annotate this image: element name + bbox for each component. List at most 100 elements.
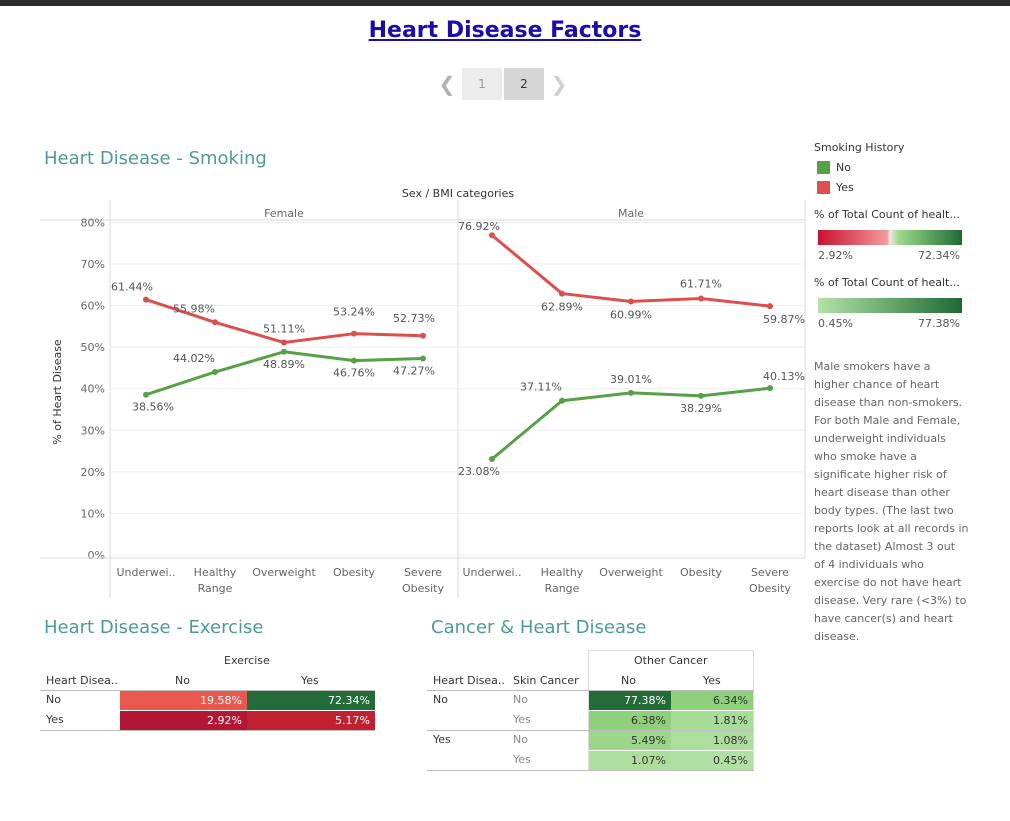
gradient1-max: 72.34% xyxy=(918,249,960,262)
legend-no-swatch[interactable] xyxy=(817,161,830,174)
cancer-cell[interactable]: 6.34% xyxy=(671,691,753,710)
gradient2-bar xyxy=(818,298,962,313)
exercise-header-divider xyxy=(40,690,375,691)
y-tick-label: 20% xyxy=(81,466,105,479)
legend-yes-swatch[interactable] xyxy=(817,181,830,194)
gradient2-max: 77.38% xyxy=(918,317,960,330)
series-line-no-female xyxy=(145,350,424,397)
y-tick-label: 80% xyxy=(81,216,105,229)
cancer-cell[interactable]: 0.45% xyxy=(671,751,753,770)
data-point xyxy=(351,330,357,337)
data-label: 51.11% xyxy=(263,323,305,336)
chevron-right-icon[interactable]: ❯ xyxy=(550,72,568,96)
exercise-group-header: Exercise xyxy=(224,654,270,667)
data-label: 38.29% xyxy=(680,402,722,415)
data-label: 38.56% xyxy=(132,401,174,414)
cancer-header-divider xyxy=(427,690,754,691)
data-label: 23.08% xyxy=(458,465,500,478)
cancer-skin-header: Skin Cancer xyxy=(513,674,579,687)
exercise-row-yes-label: Yes xyxy=(46,713,64,726)
cancer-cell[interactable]: 77.38% xyxy=(589,691,671,710)
data-label: 39.01% xyxy=(610,373,652,386)
top-bar xyxy=(0,0,1010,6)
data-label: 48.89% xyxy=(263,358,305,371)
data-point xyxy=(281,339,287,346)
x-tick-label: Obesity xyxy=(680,566,723,579)
cancer-cell[interactable]: 5.49% xyxy=(589,731,671,750)
cancer-skin-label: Yes xyxy=(513,713,531,726)
cancer-col-yes: Yes xyxy=(703,674,721,687)
exercise-cell[interactable]: 5.17% xyxy=(247,711,375,730)
page-title[interactable]: Heart Disease Factors xyxy=(368,18,642,43)
exercise-row-header: Heart Disea.. xyxy=(46,674,118,687)
data-point xyxy=(143,296,149,303)
data-label: 47.27% xyxy=(393,364,435,377)
cancer-title: Cancer & Heart Disease xyxy=(431,617,647,638)
exercise-cell[interactable]: 19.58% xyxy=(120,691,247,710)
data-point xyxy=(281,348,287,355)
panel-female-header: Female xyxy=(264,207,304,220)
x-tick-label: Underwei.. xyxy=(116,566,175,579)
data-point xyxy=(212,369,218,376)
legend-no-label[interactable]: No xyxy=(836,161,851,174)
smoking-title: Heart Disease - Smoking xyxy=(44,148,267,169)
data-label: 61.44% xyxy=(111,281,153,294)
data-point xyxy=(559,397,565,404)
cancer-hd-header: Heart Disea.. xyxy=(433,674,505,687)
y-tick-label: 10% xyxy=(81,507,105,520)
x-tick-label: Range xyxy=(198,582,233,595)
x-tick-label: Severe xyxy=(404,566,442,579)
series-line-yes-female xyxy=(145,298,424,345)
chart-top-header: Sex / BMI categories xyxy=(402,187,514,200)
cancer-group-header: Other Cancer xyxy=(634,654,708,667)
x-tick-label: Underwei.. xyxy=(462,566,521,579)
cancer-hd-label: No xyxy=(433,693,448,706)
data-point xyxy=(420,355,426,362)
data-label: 62.89% xyxy=(541,301,583,314)
data-point xyxy=(489,232,495,239)
data-label: 59.87% xyxy=(763,313,805,326)
exercise-col-yes: Yes xyxy=(301,674,319,687)
data-point xyxy=(767,385,773,392)
x-tick-label: Severe xyxy=(751,566,789,579)
data-point xyxy=(698,295,704,302)
exercise-cell[interactable]: 2.92% xyxy=(120,711,247,730)
data-point xyxy=(489,456,495,463)
legend-yes-label[interactable]: Yes xyxy=(836,181,854,194)
cancer-top-divider xyxy=(588,650,754,651)
cancer-skin-label: Yes xyxy=(513,753,531,766)
data-point xyxy=(628,389,634,396)
y-tick-label: 40% xyxy=(81,383,105,396)
y-tick-label: 60% xyxy=(81,300,105,313)
cancer-hd-label: Yes xyxy=(433,733,451,746)
exercise-cell[interactable]: 72.34% xyxy=(247,691,375,710)
exercise-bottom-divider xyxy=(40,730,375,731)
cancer-cell[interactable]: 1.08% xyxy=(671,731,753,750)
page-1-button[interactable]: 1 xyxy=(462,68,502,100)
x-tick-label: Overweight xyxy=(599,566,663,579)
cancer-col-no: No xyxy=(621,674,636,687)
x-tick-label: Obesity xyxy=(333,566,376,579)
cancer-skin-label: No xyxy=(513,693,528,706)
legend-title: Smoking History xyxy=(814,141,905,154)
exercise-col-no: No xyxy=(175,674,190,687)
y-axis-label: % of Heart Disease xyxy=(51,339,64,445)
cancer-cell[interactable]: 6.38% xyxy=(589,711,671,730)
cancer-cell[interactable]: 1.07% xyxy=(589,751,671,770)
data-label: 76.92% xyxy=(458,220,500,233)
cancer-bottom-divider xyxy=(427,770,754,771)
chevron-left-icon[interactable]: ❮ xyxy=(438,72,456,96)
annotation-text: Male smokers have a higher chance of hea… xyxy=(814,360,969,643)
cancer-cell[interactable]: 1.81% xyxy=(671,711,753,730)
data-label: 52.73% xyxy=(393,312,435,325)
y-tick-label: 30% xyxy=(81,424,105,437)
y-tick-label: 50% xyxy=(81,341,105,354)
data-label: 61.71% xyxy=(680,277,722,290)
gradient2-title: % of Total Count of healt... xyxy=(814,276,960,289)
data-label: 44.02% xyxy=(173,352,215,365)
series-line-no-male xyxy=(491,386,771,461)
page-2-button[interactable]: 2 xyxy=(504,68,544,100)
series-line-yes-male xyxy=(491,234,771,308)
data-point xyxy=(212,319,218,326)
data-point xyxy=(351,357,357,364)
